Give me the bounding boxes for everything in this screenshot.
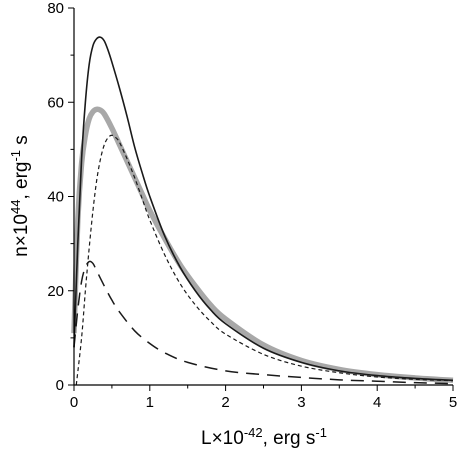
y-tick-label: 60 — [47, 94, 64, 111]
x-axis-title-exp2: -1 — [315, 425, 327, 440]
x-tick-label: 2 — [221, 394, 229, 411]
y-axis-title-mid: , erg — [11, 162, 32, 200]
x-tick-label: 0 — [70, 394, 78, 411]
y-axis: 0 20 40 60 80 — [47, 0, 75, 394]
x-axis: 0 1 2 3 4 5 — [70, 384, 457, 411]
x-tick-label: 1 — [146, 394, 154, 411]
x-axis-title-base: L×10 — [201, 428, 244, 449]
x-tick-label: 3 — [297, 394, 305, 411]
series-line-long-dash — [73, 260, 454, 385]
x-axis-title-mid: , erg s — [263, 428, 316, 449]
y-tick-label: 80 — [47, 0, 64, 17]
series-line-short-dash — [75, 134, 454, 386]
series-layer — [71, 36, 454, 386]
x-tick-label: 5 — [449, 394, 457, 411]
x-tick-label: 4 — [373, 394, 381, 411]
series-line-solid-thick — [71, 106, 454, 384]
y-axis-title-base: n×10 — [11, 214, 32, 257]
y-tick-label: 0 — [56, 377, 64, 394]
series-line-solid-thin — [73, 36, 454, 382]
y-axis-title-exp2: -1 — [8, 150, 23, 162]
y-tick-label: 20 — [47, 283, 64, 300]
x-axis-title: L×10-42, erg s-1 — [201, 425, 327, 449]
y-axis-title: n×1044, erg-1 s — [8, 135, 32, 257]
y-axis-title-tail: s — [11, 135, 32, 150]
y-tick-label: 40 — [47, 189, 64, 206]
x-axis-title-exp: -42 — [244, 425, 263, 440]
y-axis-title-exp: 44 — [8, 200, 23, 214]
